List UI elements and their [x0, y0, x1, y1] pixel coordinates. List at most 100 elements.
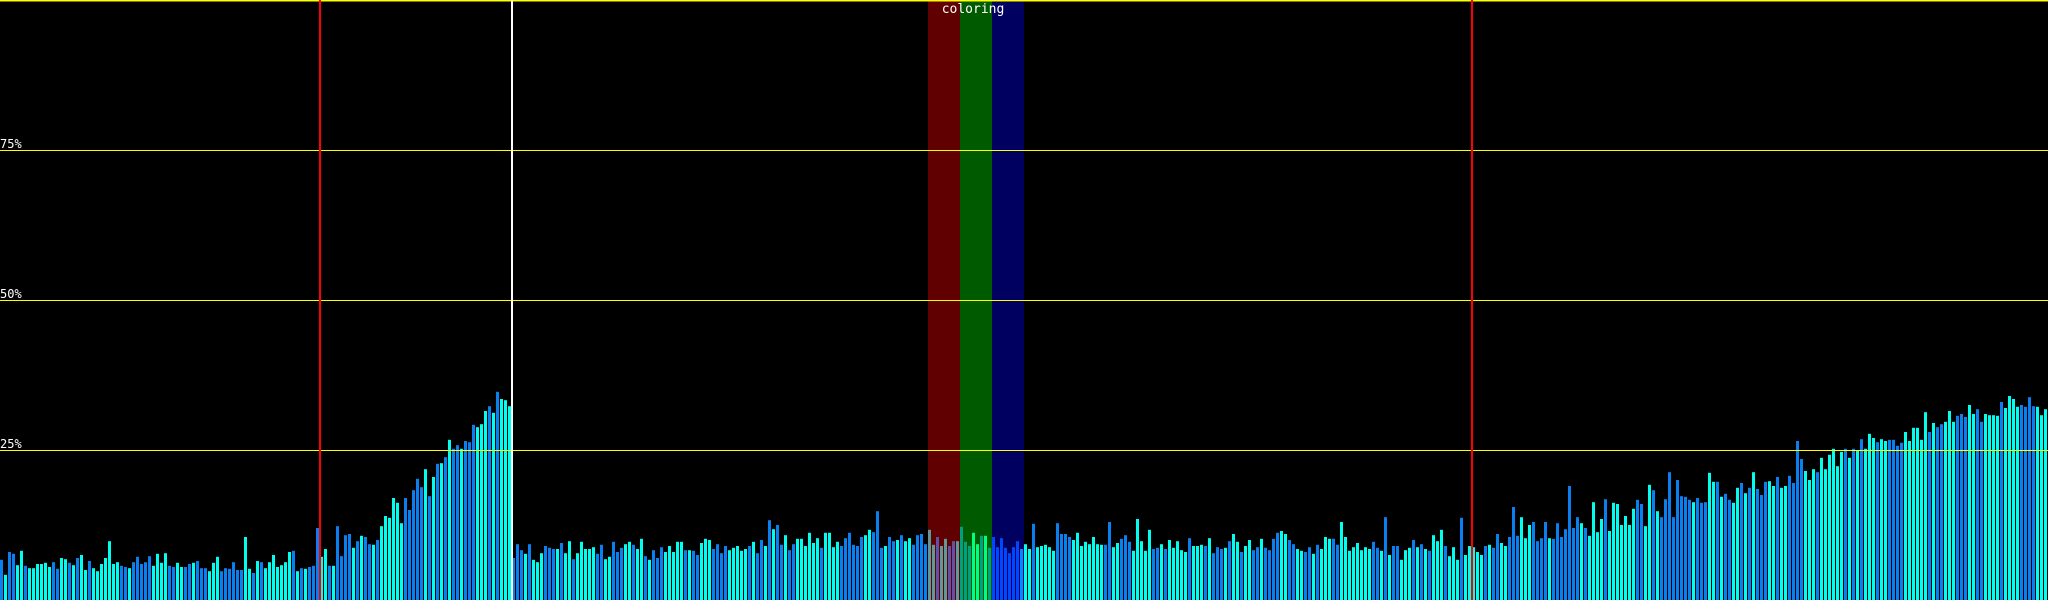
bar [0, 559, 3, 600]
bar [1264, 547, 1267, 600]
bar [520, 550, 523, 600]
bar [132, 562, 135, 600]
bar [1768, 481, 1771, 600]
bar [152, 565, 155, 600]
bar [1992, 415, 1995, 600]
bar [964, 541, 967, 600]
bar [984, 535, 987, 600]
bar [1212, 553, 1215, 600]
bar [1864, 448, 1867, 600]
bar [992, 537, 995, 600]
bar [392, 498, 395, 600]
bar [1936, 427, 1939, 600]
bar [1948, 411, 1951, 600]
bar [1708, 472, 1711, 600]
bar [1580, 523, 1583, 600]
bar [312, 565, 315, 600]
bar [236, 570, 239, 600]
bar [1284, 534, 1287, 600]
bar [924, 544, 927, 600]
bar [488, 406, 491, 600]
bar [1204, 546, 1207, 600]
bar [1292, 544, 1295, 600]
bar [496, 391, 499, 600]
bar [888, 537, 891, 600]
bar [380, 526, 383, 600]
bar [1484, 546, 1487, 600]
bar [1540, 538, 1543, 600]
bar [944, 538, 947, 600]
bar [656, 558, 659, 600]
bar [1312, 553, 1315, 600]
bar [2040, 415, 2043, 600]
bar [1136, 519, 1139, 600]
bar [1440, 529, 1443, 600]
bar [1464, 555, 1467, 600]
bar [256, 561, 259, 600]
bar [280, 565, 283, 600]
bar [1684, 496, 1687, 600]
bar [1752, 472, 1755, 600]
bar [1392, 546, 1395, 600]
bar [112, 564, 115, 600]
bar [320, 556, 323, 600]
bar [1100, 544, 1103, 600]
bar [956, 541, 959, 600]
bar [1520, 517, 1523, 600]
bar [1228, 541, 1231, 600]
bar [1764, 481, 1767, 600]
bar [1704, 502, 1707, 600]
bar [64, 559, 67, 600]
bar [292, 550, 295, 600]
bar [144, 562, 147, 600]
bar [240, 570, 243, 600]
bar [1932, 423, 1935, 600]
bar [728, 550, 731, 600]
bar [336, 526, 339, 600]
bar [1296, 549, 1299, 600]
bar [1852, 448, 1855, 600]
bar [1612, 502, 1615, 600]
bar [724, 546, 727, 600]
bar [2036, 406, 2039, 600]
bar [1596, 532, 1599, 600]
bar [744, 549, 747, 600]
bar [508, 406, 511, 600]
bar [1636, 499, 1639, 600]
bar [524, 553, 527, 600]
bar [252, 573, 255, 600]
bar [1040, 546, 1043, 600]
bar [832, 547, 835, 600]
bar [616, 552, 619, 600]
bar [1272, 538, 1275, 600]
bar [1584, 528, 1587, 600]
bar [104, 558, 107, 600]
bar [1532, 522, 1535, 600]
bar [196, 561, 199, 600]
bar [1300, 550, 1303, 600]
bar [748, 546, 751, 600]
bar [608, 556, 611, 600]
bar [1304, 552, 1307, 600]
bar [1308, 547, 1311, 600]
bar [1888, 439, 1891, 600]
bar [188, 564, 191, 600]
bar [1980, 421, 1983, 600]
bar [528, 544, 531, 600]
bar [1016, 541, 1019, 600]
bar [1232, 534, 1235, 600]
bar [836, 541, 839, 600]
bar [1260, 538, 1263, 600]
bar [604, 559, 607, 600]
bar [640, 538, 643, 600]
bar [968, 546, 971, 600]
bar [1092, 537, 1095, 600]
bar [1924, 412, 1927, 600]
bar [48, 567, 51, 600]
bar [620, 547, 623, 600]
bar [412, 490, 415, 600]
bar [868, 529, 871, 600]
bar [1904, 432, 1907, 600]
bar [796, 538, 799, 600]
bar [1356, 543, 1359, 600]
